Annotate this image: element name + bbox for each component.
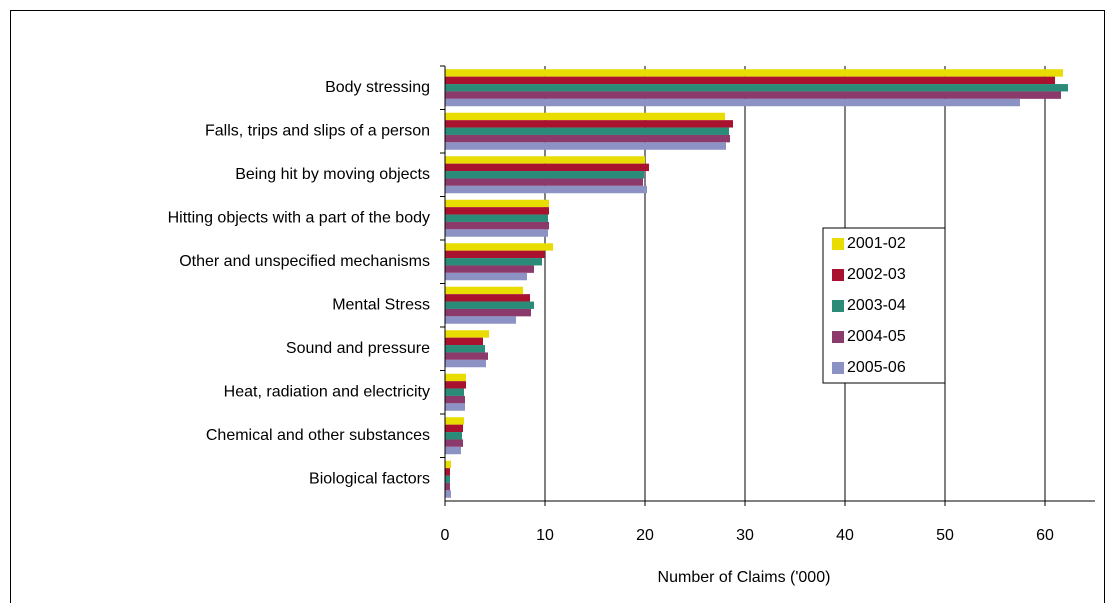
bar — [445, 439, 463, 447]
bar — [445, 337, 483, 346]
x-tick-label: 60 — [1036, 527, 1054, 544]
y-tick-label: Body stressing — [325, 79, 430, 96]
bar — [445, 490, 451, 498]
bar — [445, 258, 542, 266]
legend-swatch — [832, 362, 844, 374]
bar — [445, 127, 729, 135]
bar — [445, 229, 548, 237]
bar — [445, 84, 1068, 92]
bar — [445, 163, 649, 172]
y-tick-label: Falls, trips and slips of a person — [205, 122, 430, 139]
bar — [445, 330, 489, 338]
bar — [445, 359, 486, 368]
bar — [445, 243, 553, 251]
bar — [445, 91, 1061, 99]
bar — [445, 373, 466, 382]
bar — [445, 171, 644, 179]
legend-swatch — [832, 331, 844, 343]
y-tick-label: Chemical and other substances — [206, 427, 430, 444]
bar — [445, 207, 549, 215]
legend-label: 2002-03 — [847, 266, 906, 283]
x-tick-label: 40 — [836, 527, 854, 544]
bar — [445, 185, 647, 194]
bar — [445, 199, 549, 208]
legend-swatch — [832, 238, 844, 250]
bar — [445, 432, 462, 440]
bar — [445, 76, 1055, 85]
y-tick-label: Hitting objects with a part of the body — [168, 209, 430, 226]
bar — [445, 120, 733, 128]
bar — [445, 381, 466, 389]
x-tick-label: 30 — [736, 527, 754, 544]
x-tick-label: 50 — [936, 527, 954, 544]
legend-swatch — [832, 300, 844, 312]
frame — [10, 10, 1105, 603]
bar — [445, 178, 643, 186]
y-tick-label: Sound and pressure — [286, 340, 430, 357]
bar — [445, 424, 463, 433]
y-tick-label: Heat, radiation and electricity — [224, 383, 430, 400]
bar — [445, 214, 548, 222]
bar — [445, 156, 645, 164]
bar — [445, 316, 516, 324]
x-tick-label: 10 — [536, 527, 554, 544]
bar — [445, 69, 1063, 77]
bar — [445, 250, 545, 259]
bar — [445, 134, 730, 143]
bar — [445, 468, 450, 476]
bar — [445, 112, 725, 121]
bar — [445, 388, 464, 396]
x-axis-title: Number of Claims ('000) — [658, 569, 831, 586]
bar — [445, 301, 534, 309]
y-tick-label: Mental Stress — [332, 296, 430, 313]
bar — [445, 395, 465, 404]
bar — [445, 308, 531, 317]
bar — [445, 482, 450, 491]
bar — [445, 345, 485, 353]
bar — [445, 475, 450, 483]
bar — [445, 142, 726, 150]
bar — [445, 286, 523, 295]
bar — [445, 446, 461, 455]
bar — [445, 294, 530, 302]
bar — [445, 417, 464, 425]
y-tick-label: Biological factors — [309, 470, 430, 487]
bar — [445, 98, 1020, 107]
legend-label: 2004-05 — [847, 328, 906, 345]
bar — [445, 221, 549, 230]
bar — [445, 460, 451, 469]
bar — [445, 403, 465, 411]
legend-label: 2001-02 — [847, 235, 906, 252]
bar — [445, 272, 527, 281]
bar — [445, 265, 534, 273]
y-tick-label: Being hit by moving objects — [235, 166, 430, 183]
bar — [445, 352, 488, 360]
x-tick-label: 20 — [636, 527, 654, 544]
legend-swatch — [832, 269, 844, 281]
x-tick-label: 0 — [441, 527, 450, 544]
y-tick-label: Other and unspecified mechanisms — [179, 253, 430, 270]
legend-label: 2005-06 — [847, 359, 906, 376]
legend-label: 2003-04 — [847, 297, 906, 314]
